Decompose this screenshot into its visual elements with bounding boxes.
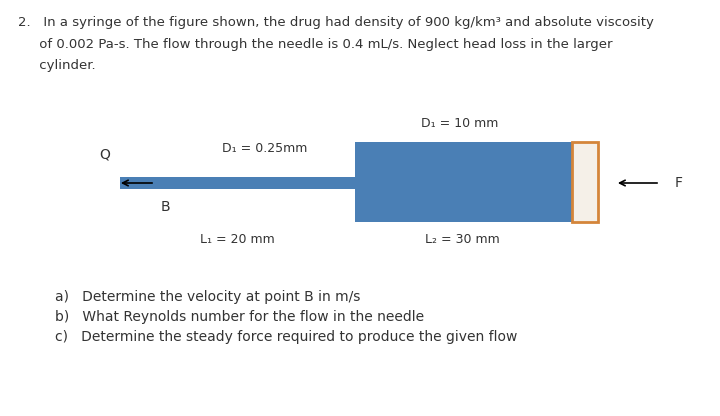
Text: a)   Determine the velocity at point B in m/s: a) Determine the velocity at point B in … bbox=[55, 290, 361, 304]
Text: F: F bbox=[675, 176, 683, 190]
Bar bbox=[120, 177, 355, 189]
Text: 2.   In a syringe of the figure shown, the drug had density of 900 kg/km³ and ab: 2. In a syringe of the figure shown, the… bbox=[18, 16, 654, 29]
Bar bbox=[572, 142, 598, 222]
Text: cylinder.: cylinder. bbox=[18, 59, 96, 72]
Text: D₁ = 10 mm: D₁ = 10 mm bbox=[421, 117, 499, 130]
Text: of 0.002 Pa-s. The flow through the needle is 0.4 mL/s. Neglect head loss in the: of 0.002 Pa-s. The flow through the need… bbox=[18, 38, 613, 51]
Text: L₁ = 20 mm: L₁ = 20 mm bbox=[199, 233, 274, 246]
Text: b)   What Reynolds number for the flow in the needle: b) What Reynolds number for the flow in … bbox=[55, 310, 424, 324]
Text: Q: Q bbox=[99, 148, 110, 162]
Text: c)   Determine the steady force required to produce the given flow: c) Determine the steady force required t… bbox=[55, 330, 518, 344]
Text: B: B bbox=[160, 200, 170, 214]
Text: L₂ = 30 mm: L₂ = 30 mm bbox=[425, 233, 500, 246]
Text: D₁ = 0.25mm: D₁ = 0.25mm bbox=[222, 142, 307, 155]
Bar bbox=[355, 142, 572, 222]
